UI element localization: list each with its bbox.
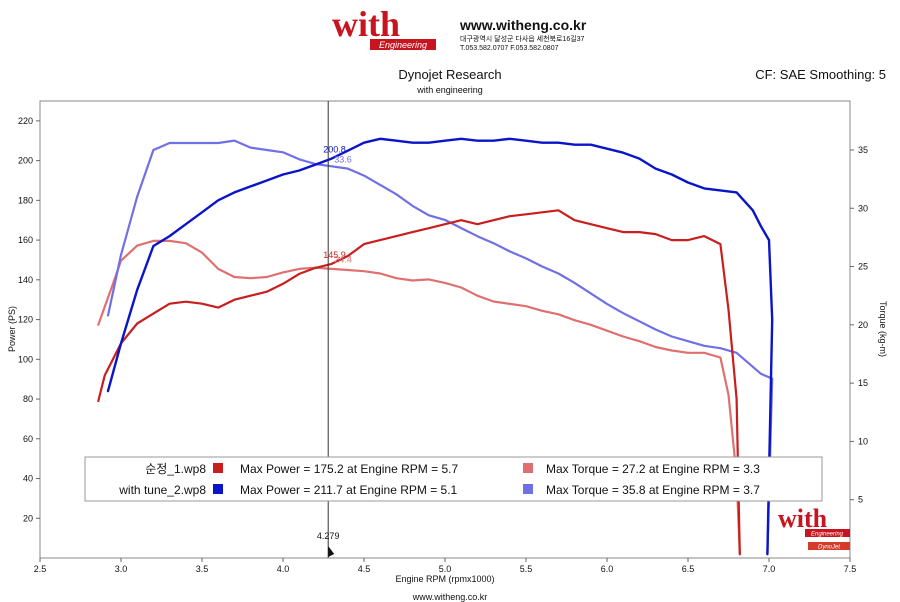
legend-swatch-power-stock bbox=[213, 463, 223, 473]
header-phone: T.053.582.0707 F.053.582.0807 bbox=[460, 45, 559, 52]
x-tick-label: 3.5 bbox=[196, 564, 209, 574]
y-tick-label: 220 bbox=[18, 116, 33, 126]
legend-box bbox=[84, 456, 823, 502]
corner-logo-text: with bbox=[778, 504, 828, 533]
legend-torque-tune: Max Torque = 35.8 at Engine RPM = 3.7 bbox=[546, 483, 760, 497]
series-line-power-tune bbox=[106, 137, 774, 556]
y2-tick-label: 30 bbox=[858, 203, 868, 213]
y-tick-label: 60 bbox=[23, 434, 33, 444]
cursor-readout-torque-stock: 24.4 bbox=[334, 255, 352, 265]
cf-smoothing: CF: SAE Smoothing: 5 bbox=[755, 67, 886, 82]
y-tick-label: 100 bbox=[18, 354, 33, 364]
legend-torque-stock: Max Torque = 27.2 at Engine RPM = 3.3 bbox=[546, 462, 760, 476]
cursor-readout-power-tune: 200.8 bbox=[323, 145, 346, 155]
chart-subtitle: with engineering bbox=[416, 85, 483, 95]
y-tick-label: 160 bbox=[18, 235, 33, 245]
series-line-power-stock bbox=[97, 209, 741, 556]
cursor-marker-icon[interactable] bbox=[328, 546, 335, 557]
header-url: www.witheng.co.kr bbox=[459, 17, 587, 33]
legend-file-stock: 순정_1.wp8 bbox=[145, 462, 206, 476]
legend-swatch-torque-tune bbox=[523, 484, 533, 494]
corner-logo-sub: Engineering bbox=[811, 532, 844, 538]
series-layer bbox=[97, 137, 774, 556]
y2-tick-label: 10 bbox=[858, 436, 868, 446]
x-tick-label: 6.0 bbox=[601, 564, 614, 574]
series-line-torque-stock bbox=[97, 239, 741, 556]
y-tick-label: 80 bbox=[23, 394, 33, 404]
corner-logo: with Engineering DynoJet bbox=[778, 504, 850, 551]
y2-tick-label: 35 bbox=[858, 145, 868, 155]
logo-text: with bbox=[332, 4, 400, 44]
dynojet-badge-bg bbox=[808, 542, 850, 550]
legend-swatch-power-tune bbox=[213, 484, 223, 494]
logo-sub-bg bbox=[370, 39, 436, 50]
y-tick-label: 180 bbox=[18, 195, 33, 205]
x-tick-label: 4.0 bbox=[277, 564, 290, 574]
y-tick-label: 120 bbox=[18, 315, 33, 325]
legend-file-tune: with tune_2.wp8 bbox=[118, 483, 206, 497]
cursor-readout-power-stock: 145.9 bbox=[323, 250, 346, 260]
cursor-readouts: 200.833.6 145.924.4 bbox=[323, 145, 352, 265]
legend-power-tune: Max Power = 211.7 at Engine RPM = 5.1 bbox=[240, 483, 458, 497]
chart-title: Dynojet Research bbox=[398, 67, 501, 82]
x-tick-label: 2.5 bbox=[34, 564, 47, 574]
legend: 순정_1.wp8 Max Power = 175.2 at Engine RPM… bbox=[84, 456, 823, 502]
legend-swatch-torque-stock bbox=[523, 463, 533, 473]
dynojet-badge: DynoJet bbox=[818, 545, 840, 551]
y-tick-label: 40 bbox=[23, 474, 33, 484]
y2-tick-label: 20 bbox=[858, 320, 868, 330]
y2-axis-ticks: 5 10 15 20 25 30 35 bbox=[850, 145, 868, 505]
y2-tick-label: 15 bbox=[858, 378, 868, 388]
x-tick-label: 4.5 bbox=[358, 564, 371, 574]
y-axis-ticks: 20 40 60 80 100 120 140 160 180 200 220 bbox=[18, 116, 40, 523]
legend-power-stock: Max Power = 175.2 at Engine RPM = 5.7 bbox=[240, 462, 458, 476]
y2-tick-label: 5 bbox=[858, 495, 863, 505]
y2-tick-label: 25 bbox=[858, 262, 868, 272]
cursor-readout-torque-tune: 33.6 bbox=[334, 154, 352, 164]
y-axis-label: Power (PS) bbox=[7, 306, 17, 352]
x-axis-label: Engine RPM (rpmx1000) bbox=[395, 574, 494, 584]
x-tick-label: 7.5 bbox=[844, 564, 857, 574]
cursor-rpm-label: 4.279 bbox=[317, 531, 340, 541]
footer-url: www.witheng.co.kr bbox=[412, 592, 488, 602]
header-address: 대구광역시 달성군 다사읍 세천북로16길37 bbox=[460, 34, 585, 43]
series-line-torque-tune bbox=[106, 139, 774, 556]
logo-sub: Engineering bbox=[379, 40, 427, 50]
x-tick-label: 5.0 bbox=[439, 564, 452, 574]
y2-axis-label: Torque (kg-m) bbox=[878, 301, 888, 357]
x-tick-label: 7.0 bbox=[763, 564, 776, 574]
x-tick-label: 3.0 bbox=[115, 564, 128, 574]
y-tick-label: 140 bbox=[18, 275, 33, 285]
y-tick-label: 20 bbox=[23, 513, 33, 523]
header-logo: with Engineering bbox=[332, 4, 436, 50]
corner-logo-sub-bg bbox=[805, 529, 850, 537]
y-tick-label: 200 bbox=[18, 156, 33, 166]
x-tick-label: 6.5 bbox=[682, 564, 695, 574]
x-tick-label: 5.5 bbox=[520, 564, 533, 574]
x-axis-ticks: 2.5 3.0 3.5 4.0 4.5 5.0 5.5 6.0 6.5 7.0 7.5 bbox=[34, 558, 857, 574]
